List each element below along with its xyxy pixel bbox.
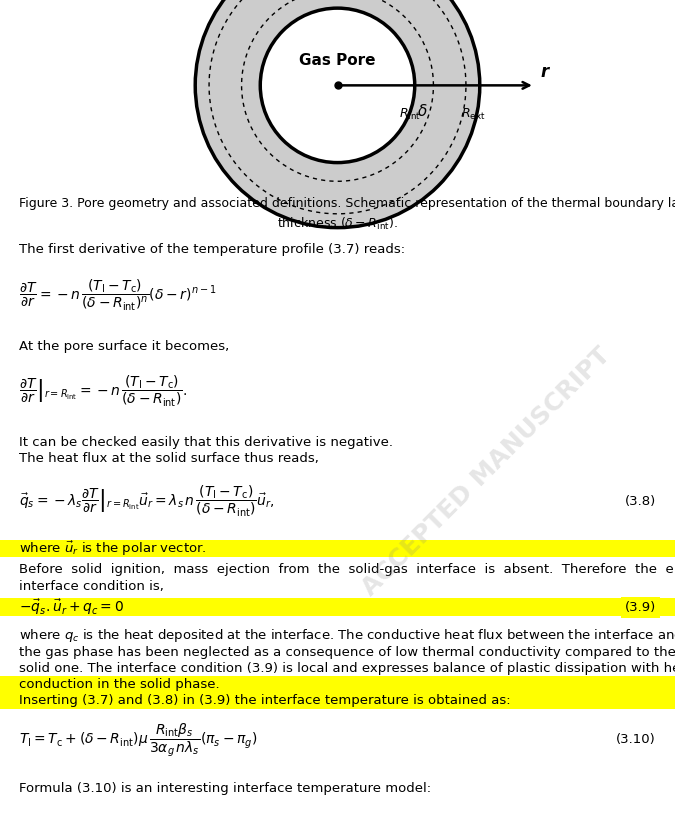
Text: where $\vec{u}_{r}$ is the polar vector.: where $\vec{u}_{r}$ is the polar vector. — [19, 540, 207, 558]
Text: At the pore surface it becomes,: At the pore surface it becomes, — [19, 340, 229, 353]
Text: ACCEPTED MANUSCRIPT: ACCEPTED MANUSCRIPT — [357, 343, 615, 600]
Circle shape — [261, 8, 414, 163]
Text: $\vec{q}_{s} = -\lambda_{s}\left.\dfrac{\partial T}{\partial r}\right|_{r=R_{\ma: $\vec{q}_{s} = -\lambda_{s}\left.\dfrac{… — [19, 484, 275, 520]
Bar — [0, 692, 675, 709]
Text: Before  solid  ignition,  mass  ejection  from  the  solid-gas  interface  is  a: Before solid ignition, mass ejection fro… — [19, 563, 675, 576]
Text: $R_{\mathrm{int}}$: $R_{\mathrm{int}}$ — [399, 107, 421, 123]
Text: where $q_{c}$ is the heat deposited at the interface. The conductive heat flux b: where $q_{c}$ is the heat deposited at t… — [19, 628, 675, 644]
Text: $T_{\mathrm{I}} = T_{\mathrm{c}} + (\delta - R_{\mathrm{int}})\mu\,\dfrac{R_{\ma: $T_{\mathrm{I}} = T_{\mathrm{c}} + (\del… — [19, 721, 257, 759]
Bar — [0, 540, 675, 557]
Text: $-\vec{q}_{s}.\vec{u}_{r} + q_{c} = 0$: $-\vec{q}_{s}.\vec{u}_{r} + q_{c} = 0$ — [19, 598, 124, 617]
Text: (3.8): (3.8) — [625, 495, 656, 508]
Circle shape — [195, 0, 480, 228]
Text: r: r — [541, 63, 549, 81]
Text: Figure 3. Pore geometry and associated definitions. Schematic representation of : Figure 3. Pore geometry and associated d… — [19, 197, 675, 210]
Text: $\left.\dfrac{\partial T}{\partial r}\right|_{r=R_{\mathrm{int}}} = -n\,\dfrac{(: $\left.\dfrac{\partial T}{\partial r}\ri… — [19, 374, 187, 410]
Text: It can be checked easily that this derivative is negative.: It can be checked easily that this deriv… — [19, 436, 393, 449]
Text: (3.10): (3.10) — [616, 733, 656, 746]
Text: $\delta$: $\delta$ — [417, 103, 428, 120]
Bar — [0, 676, 675, 693]
Bar — [0, 598, 675, 616]
Text: conduction in the solid phase.: conduction in the solid phase. — [19, 678, 219, 691]
Text: Gas Pore: Gas Pore — [299, 53, 376, 67]
Text: thickness $\left(\delta - R_{\mathrm{int}}\right)$.: thickness $\left(\delta - R_{\mathrm{int… — [277, 215, 398, 232]
Text: (3.9): (3.9) — [625, 601, 656, 614]
Text: interface condition is,: interface condition is, — [19, 580, 164, 593]
Text: The heat flux at the solid surface thus reads,: The heat flux at the solid surface thus … — [19, 452, 319, 465]
Text: The first derivative of the temperature profile (3.7) reads:: The first derivative of the temperature … — [19, 244, 405, 256]
Text: the gas phase has been neglected as a consequence of low thermal conductivity co: the gas phase has been neglected as a co… — [19, 646, 675, 659]
Text: solid one. The interface condition (3.9) is local and expresses balance of plast: solid one. The interface condition (3.9)… — [19, 662, 675, 675]
Text: Inserting (3.7) and (3.8) in (3.9) the interface temperature is obtained as:: Inserting (3.7) and (3.8) in (3.9) the i… — [19, 694, 510, 707]
Text: Formula (3.10) is an interesting interface temperature model:: Formula (3.10) is an interesting interfa… — [19, 782, 431, 795]
Text: $\dfrac{\partial T}{\partial r} = -n\,\dfrac{(T_{\mathrm{I}} - T_{\mathrm{c}})}{: $\dfrac{\partial T}{\partial r} = -n\,\d… — [19, 277, 217, 313]
Text: $R_{\mathrm{ext}}$: $R_{\mathrm{ext}}$ — [462, 107, 486, 123]
